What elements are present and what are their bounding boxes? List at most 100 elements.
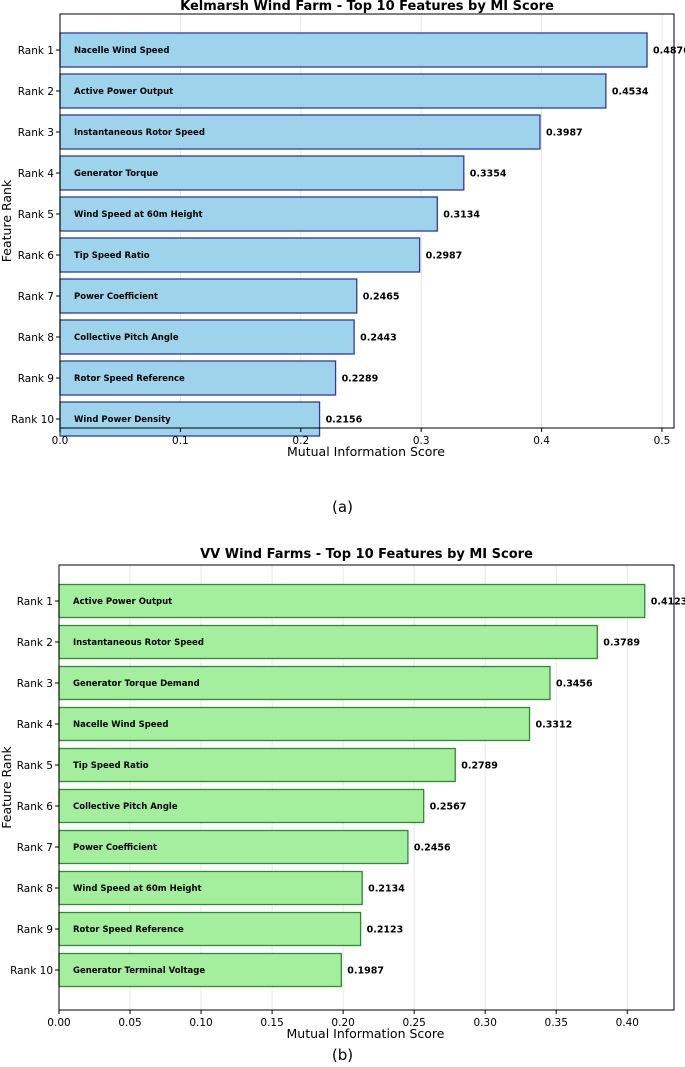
chart-a-value-label: 0.2443 <box>360 333 397 344</box>
chart-b-bar-feature-label: Nacelle Wind Speed <box>73 720 168 730</box>
chart-a-ytick-label: Rank 10 <box>11 414 54 426</box>
chart-a-svg: Nacelle Wind Speed 0.4876 Rank 1 Active Pow… <box>0 0 685 459</box>
chart-a-bar <box>59 73 607 109</box>
chart-a-ytick-label: Rank 7 <box>18 291 54 303</box>
chart-b-value-label: 0.3312 <box>536 720 573 731</box>
chart-a-value-label: 0.2289 <box>342 374 379 385</box>
chart-a-bar-feature-label: Tip Speed Ratio <box>74 251 150 261</box>
chart-a-ytick-label: Rank 5 <box>18 209 54 221</box>
chart-b-ytick-label: Rank 2 <box>17 637 53 649</box>
chart-b-value-label: 0.3789 <box>603 638 640 649</box>
chart-a-value-label: 0.2156 <box>326 415 363 426</box>
chart-a-ytick-label: Rank 2 <box>18 86 54 98</box>
chart-a-bar-feature-label: Rotor Speed Reference <box>74 374 185 384</box>
chart-b-svg: Active Power Output 0.4123 Rank 1 Instantan… <box>0 547 685 1040</box>
chart-b-bar <box>58 911 362 947</box>
chart-a-yaxis-label: Feature Rank <box>0 179 14 262</box>
chart-a-bar <box>59 114 541 150</box>
chart-b-xtick-label: 0.20 <box>331 1017 354 1029</box>
chart-b-title: VV Wind Farms - Top 10 Features by MI Sc… <box>200 547 533 562</box>
chart-a-bar-feature-label: Wind Speed at 60m Height <box>74 210 203 220</box>
chart-b-xtick-label: 0.40 <box>616 1017 639 1029</box>
chart-a-bar-feature-label: Collective Pitch Angle <box>74 333 179 343</box>
caption-a: (a) <box>332 498 353 516</box>
chart-b-value-label: 0.2456 <box>414 843 451 854</box>
chart-b-value-label: 0.2134 <box>368 884 405 895</box>
chart-a-xtick-label: 0.4 <box>533 435 550 447</box>
chart-a-bar-feature-label: Power Coefficient <box>74 292 158 302</box>
chart-a-xtick-label: 0.3 <box>413 435 430 447</box>
chart-a-ytick-label: Rank 9 <box>18 373 54 385</box>
chart-a-bar-feature-label: Wind Power Density <box>74 415 171 425</box>
chart-b-ytick-label: Rank 10 <box>10 965 53 977</box>
chart-b-bar <box>58 583 646 619</box>
chart-b-bar-feature-label: Generator Torque Demand <box>73 679 200 689</box>
chart-b-bar-feature-label: Power Coefficient <box>73 843 157 853</box>
chart-a-bar <box>59 401 321 437</box>
chart-b-bar <box>58 747 456 783</box>
chart-a-value-label: 0.2465 <box>363 292 400 303</box>
chart-a-value-label: 0.3354 <box>470 169 507 180</box>
chart-b-xtick-label: 0.10 <box>189 1017 212 1029</box>
chart-b-bar <box>58 788 425 824</box>
chart-b-xtick-label: 0.35 <box>545 1017 568 1029</box>
chart-b-bar-feature-label: Rotor Speed Reference <box>73 925 184 935</box>
chart-b-xtick-label: 0.25 <box>402 1017 425 1029</box>
chart-a-value-label: 0.4534 <box>612 87 649 98</box>
chart-b-value-label: 0.2123 <box>367 925 404 936</box>
chart-a-bar <box>59 155 465 191</box>
chart-b-xaxis-label: Mutual Information Score <box>287 1026 445 1040</box>
chart-b-value-label: 0.1987 <box>347 966 384 977</box>
chart-b-bar-feature-label: Wind Speed at 60m Height <box>73 884 202 894</box>
chart-b-bar-feature-label: Active Power Output <box>73 597 172 607</box>
chart-b-bar <box>58 665 551 701</box>
chart-b-bar <box>58 829 409 865</box>
chart-a-bar <box>59 360 337 396</box>
chart-b-bar-feature-label: Instantaneous Rotor Speed <box>73 638 204 648</box>
chart-b-ytick-label: Rank 6 <box>17 801 54 813</box>
chart-b-value-label: 0.2567 <box>430 802 467 813</box>
chart-a-ytick-label: Rank 4 <box>18 168 55 180</box>
chart-b-xtick-label: 0.30 <box>474 1017 497 1029</box>
chart-a-bar <box>59 319 355 355</box>
chart-b-ytick-label: Rank 9 <box>17 924 53 936</box>
chart-a-xtick-label: 0.1 <box>172 435 189 447</box>
chart-a-bar-feature-label: Instantaneous Rotor Speed <box>74 128 205 138</box>
chart-b-plot-frame <box>58 564 675 1011</box>
chart-b-bar <box>58 952 342 988</box>
chart-b-xtick-label: 0.15 <box>260 1017 283 1029</box>
chart-a-ytick-label: Rank 3 <box>18 127 54 139</box>
chart-b-bar-feature-label: Collective Pitch Angle <box>73 802 178 812</box>
chart-b-ytick-label: Rank 3 <box>17 678 53 690</box>
chart-a-xtick-label: 0.2 <box>292 435 309 447</box>
chart-a-value-label: 0.2987 <box>426 251 463 262</box>
caption-b: (b) <box>331 1046 354 1064</box>
chart-b-ytick-label: Rank 5 <box>17 760 53 772</box>
chart-a-ytick-label: Rank 1 <box>18 45 54 57</box>
chart-b-ytick-label: Rank 7 <box>17 842 53 854</box>
chart-a-xtick-label: 0.0 <box>52 435 69 447</box>
chart-a-xaxis-label: Mutual Information Score <box>287 444 445 459</box>
chart-a-bar-feature-label: Nacelle Wind Speed <box>74 46 169 56</box>
chart-a-bar-feature-label: Generator Torque <box>74 169 158 179</box>
chart-b-value-label: 0.2789 <box>461 761 498 772</box>
chart-a-value-label: 0.3134 <box>443 210 480 221</box>
chart-a-xtick-label: 0.5 <box>654 435 671 447</box>
chart-a-bar-feature-label: Active Power Output <box>74 87 173 97</box>
chart-b-ytick-label: Rank 8 <box>17 883 53 895</box>
chart-a-value-label: 0.3987 <box>546 128 583 139</box>
chart-b-bar-feature-label: Tip Speed Ratio <box>73 761 149 771</box>
chart-a-bar <box>59 237 421 273</box>
chart-a-ytick-label: Rank 6 <box>18 250 55 262</box>
chart-a-plot-frame <box>59 13 675 429</box>
chart-b-value-label: 0.3456 <box>556 679 593 690</box>
chart-b-bar-feature-label: Generator Terminal Voltage <box>73 966 205 976</box>
chart-a-ytick-label: Rank 8 <box>18 332 54 344</box>
chart-b-ytick-label: Rank 4 <box>17 719 54 731</box>
chart-b-xtick-label: 0.00 <box>47 1017 70 1029</box>
chart-b-ytick-label: Rank 1 <box>17 596 53 608</box>
chart-b-value-label: 0.4123 <box>651 597 685 608</box>
chart-a-value-label: 0.4876 <box>653 46 685 57</box>
chart-b-xtick-label: 0.05 <box>118 1017 141 1029</box>
chart-a-bar <box>59 32 648 68</box>
